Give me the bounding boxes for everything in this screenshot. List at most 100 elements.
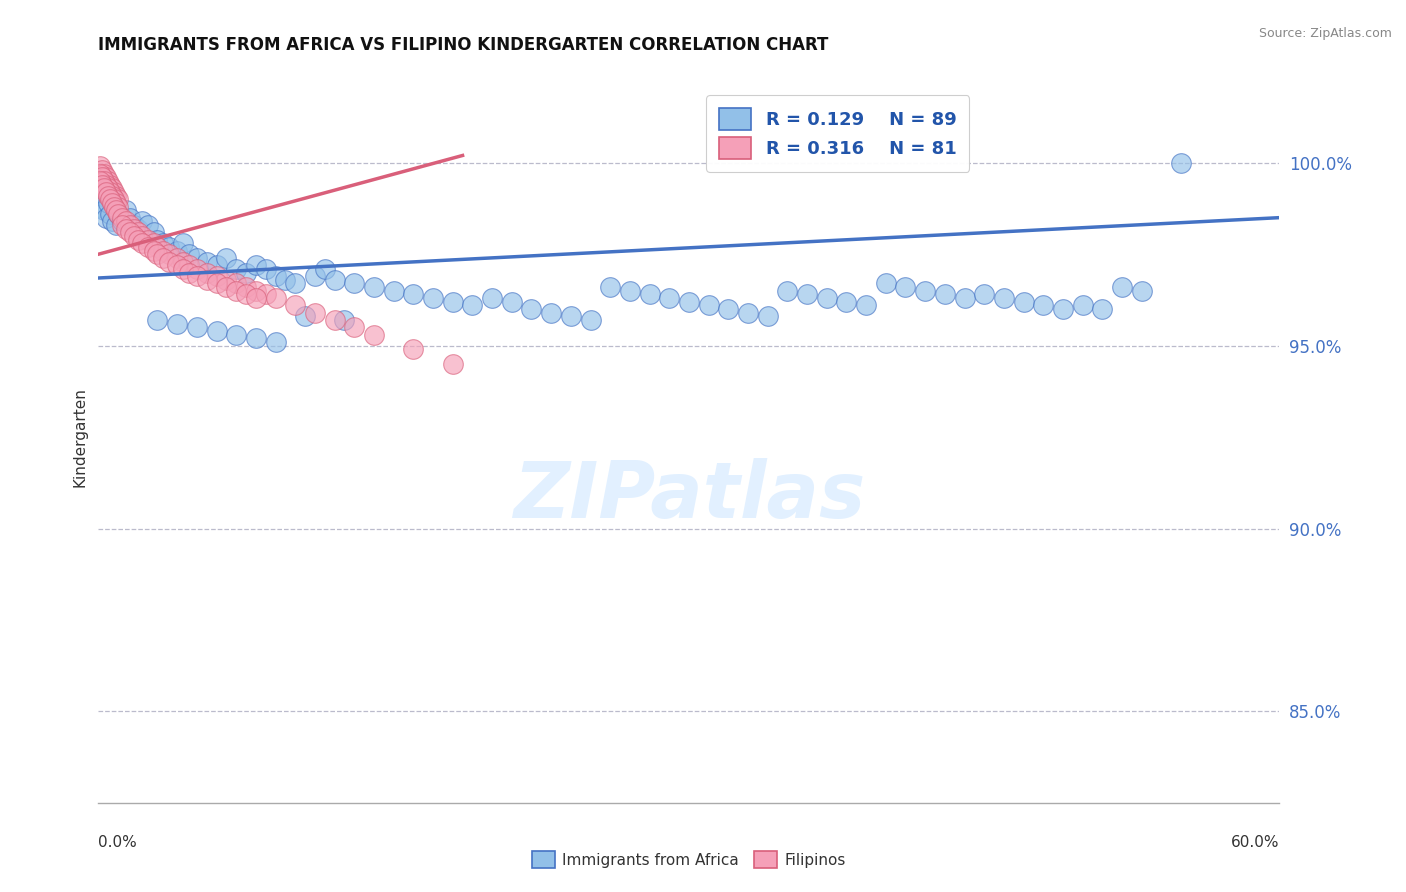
Point: [105, 203, 128, 218]
Point: [127, 221, 149, 235]
Point: [205, 269, 228, 284]
Point: [343, 320, 366, 334]
Point: [205, 258, 228, 272]
Point: [97, 196, 120, 211]
Point: [195, 254, 218, 268]
Point: [343, 277, 366, 291]
Point: [599, 280, 621, 294]
Point: [127, 233, 149, 247]
Point: [245, 291, 267, 305]
Point: [122, 229, 145, 244]
Point: [737, 306, 759, 320]
Point: [245, 258, 267, 272]
Point: [195, 266, 218, 280]
Point: [186, 320, 208, 334]
Point: [501, 294, 523, 309]
Point: [101, 181, 124, 195]
Point: [177, 266, 200, 280]
Point: [560, 310, 582, 324]
Point: [284, 277, 307, 291]
Point: [93, 167, 115, 181]
Point: [186, 261, 208, 276]
Point: [105, 218, 128, 232]
Point: [875, 277, 897, 291]
Point: [264, 269, 287, 284]
Point: [264, 291, 287, 305]
Point: [323, 313, 346, 327]
Point: [166, 258, 188, 272]
Point: [166, 251, 188, 265]
Point: [835, 294, 858, 309]
Point: [776, 284, 799, 298]
Point: [101, 188, 124, 202]
Point: [142, 236, 165, 251]
Point: [89, 160, 111, 174]
Point: [96, 211, 118, 225]
Text: 0.0%: 0.0%: [98, 836, 138, 850]
Legend: Immigrants from Africa, Filipinos: Immigrants from Africa, Filipinos: [524, 844, 853, 875]
Text: Source: ZipAtlas.com: Source: ZipAtlas.com: [1258, 27, 1392, 40]
Point: [118, 225, 141, 239]
Point: [105, 188, 128, 202]
Point: [152, 236, 174, 251]
Text: IMMIGRANTS FROM AFRICA VS FILIPINO KINDERGARTEN CORRELATION CHART: IMMIGRANTS FROM AFRICA VS FILIPINO KINDE…: [98, 36, 828, 54]
Point: [157, 247, 180, 261]
Point: [91, 163, 114, 178]
Point: [422, 291, 444, 305]
Point: [103, 193, 125, 207]
Point: [186, 269, 208, 284]
Point: [540, 306, 562, 320]
Point: [304, 306, 326, 320]
Point: [274, 273, 297, 287]
Point: [215, 251, 238, 265]
Point: [245, 284, 267, 298]
Point: [1170, 156, 1192, 170]
Point: [142, 225, 165, 239]
Point: [107, 207, 129, 221]
Point: [107, 207, 129, 221]
Point: [264, 334, 287, 349]
Point: [205, 277, 228, 291]
Point: [172, 261, 194, 276]
Point: [579, 313, 602, 327]
Point: [235, 287, 257, 301]
Point: [402, 287, 425, 301]
Point: [638, 287, 661, 301]
Point: [619, 284, 641, 298]
Point: [284, 298, 307, 312]
Point: [98, 178, 121, 192]
Point: [914, 284, 936, 298]
Point: [481, 291, 503, 305]
Point: [796, 287, 818, 301]
Point: [97, 188, 120, 202]
Point: [111, 218, 134, 232]
Point: [382, 284, 405, 298]
Point: [115, 203, 138, 218]
Point: [323, 273, 346, 287]
Point: [363, 280, 385, 294]
Point: [934, 287, 956, 301]
Point: [717, 302, 740, 317]
Point: [195, 273, 218, 287]
Point: [235, 266, 257, 280]
Point: [118, 211, 141, 225]
Point: [152, 251, 174, 265]
Point: [136, 233, 159, 247]
Point: [157, 240, 180, 254]
Point: [172, 254, 194, 268]
Point: [1052, 302, 1074, 317]
Point: [441, 357, 464, 371]
Point: [91, 170, 114, 185]
Point: [756, 310, 779, 324]
Point: [89, 200, 111, 214]
Point: [953, 291, 976, 305]
Point: [166, 317, 188, 331]
Point: [131, 229, 153, 244]
Point: [304, 269, 326, 284]
Point: [105, 196, 128, 211]
Point: [697, 298, 720, 312]
Point: [146, 247, 169, 261]
Point: [91, 188, 114, 202]
Point: [461, 298, 484, 312]
Point: [245, 331, 267, 345]
